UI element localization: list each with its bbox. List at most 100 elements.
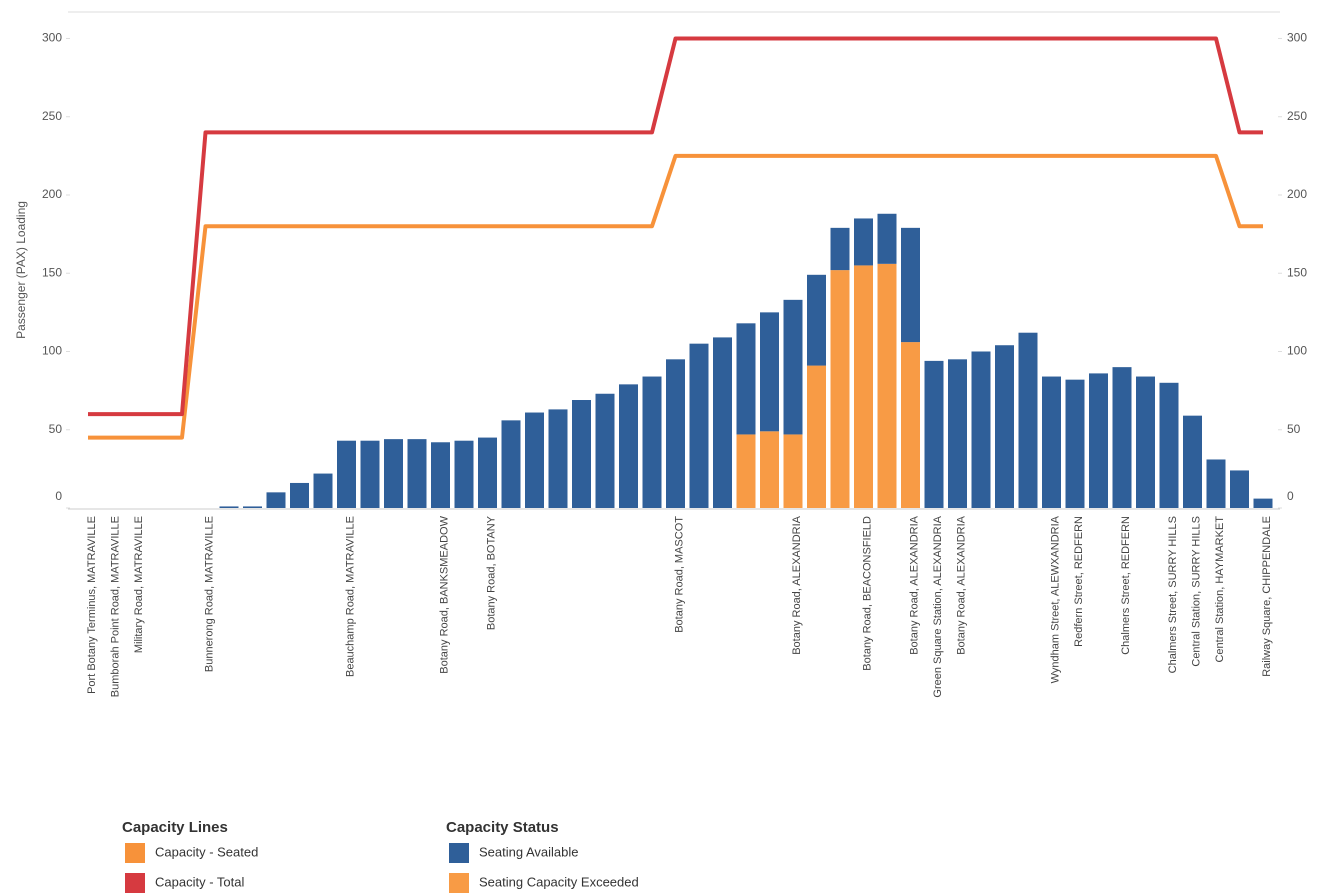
bar [924, 360, 944, 508]
legend-label: Capacity - Total [155, 874, 244, 889]
bar [360, 440, 380, 508]
x-tick-label: Botany Road, MASCOT [673, 516, 685, 633]
bar [666, 359, 685, 508]
bar [736, 434, 756, 508]
bar [783, 299, 803, 435]
x-tick-label: Port Botany Terminus, MATRAVILLE [86, 516, 98, 694]
bar [313, 473, 333, 508]
bar [783, 434, 803, 508]
x-tick-label: Military Road, MATRAVILLE [133, 516, 145, 653]
bar [1089, 373, 1108, 508]
x-tick-label: Botany Road, BEACONSFIELD [861, 516, 873, 671]
bar [854, 218, 873, 266]
bar [525, 412, 544, 508]
x-tick-label: Beauchamp Road, MATRAVILLE [344, 516, 356, 677]
y-tick-label: 300 [42, 31, 62, 45]
bar [1230, 470, 1249, 508]
y2-tick-label: 200 [1287, 187, 1307, 201]
bar [501, 420, 521, 508]
bar [337, 440, 356, 508]
legend-swatch [125, 843, 145, 863]
bar [854, 265, 873, 508]
x-tick-label: Chalmers Street, SURRY HILLS [1167, 516, 1179, 673]
bar [619, 384, 638, 508]
legend-label: Seating Capacity Exceeded [479, 874, 639, 889]
bar [1253, 498, 1273, 508]
bar [760, 312, 779, 432]
bar [830, 227, 850, 271]
x-tick-label: Botany Road, ALEXANDRIA [908, 515, 920, 654]
x-tick-label: Wyndham Street, ALEWXANDRIA [1049, 515, 1061, 683]
bar [1042, 376, 1061, 508]
x-tick-label: Botany Road, BOTANY [485, 515, 497, 630]
y2-tick-label: 0 [1287, 489, 1294, 503]
bar [243, 506, 262, 508]
capacity-line [88, 36, 1263, 417]
bar [877, 213, 897, 264]
bar [830, 270, 850, 508]
bar [431, 442, 450, 508]
bar [1018, 332, 1038, 508]
legend-swatch [125, 873, 145, 893]
bar [407, 439, 427, 508]
x-tick-label: Botany Road, ALEXANDRIA [791, 515, 803, 654]
bar [689, 343, 709, 508]
x-tick-label: Central Station, HAYMARKET [1214, 516, 1226, 663]
bar [807, 365, 826, 508]
bar [901, 342, 920, 508]
bar [971, 351, 991, 508]
bar [807, 274, 826, 366]
bar [266, 492, 286, 508]
y2-tick-label: 50 [1287, 422, 1301, 436]
bar [1159, 382, 1179, 508]
y-tick-label: 150 [42, 265, 62, 279]
bar [1136, 376, 1155, 508]
x-tick-label: Chalmers Street, REDFERN [1120, 516, 1132, 655]
legend-label: Capacity - Seated [155, 844, 258, 859]
x-tick-label: Central Station, SURRY HILLS [1190, 516, 1202, 667]
x-tick-label: Bumborah Point Road, MATRAVILLE [109, 516, 121, 697]
bar [1065, 379, 1085, 508]
bar [995, 345, 1014, 508]
legend-label: Seating Available [479, 844, 579, 859]
bar [219, 506, 239, 508]
bar [384, 439, 403, 508]
y-tick-label: 200 [42, 187, 62, 201]
bar [548, 409, 568, 508]
y-axis-title: Passenger (PAX) Loading [14, 201, 28, 339]
x-tick-label: Botany Road, BANKSMEADOW [438, 515, 450, 673]
bar [595, 393, 615, 508]
bar [1183, 415, 1202, 508]
bar [877, 263, 897, 508]
x-tick-label: Botany Road, ALEXANDRIA [955, 515, 967, 654]
y-tick-label: 50 [49, 422, 63, 436]
bar [713, 337, 732, 508]
x-tick-label: Bunnerong Road, MATRAVILLE [203, 516, 215, 672]
bar [948, 359, 967, 508]
y2-tick-label: 150 [1287, 265, 1307, 279]
x-tick-label: Railway Square, CHIPPENDALE [1261, 516, 1273, 677]
bar [454, 440, 474, 508]
y2-tick-label: 300 [1287, 31, 1307, 45]
bar [1112, 367, 1132, 508]
legend-title: Capacity Status [446, 819, 559, 836]
legend-title: Capacity Lines [122, 819, 228, 836]
bar [1206, 459, 1226, 508]
y2-tick-label: 250 [1287, 109, 1307, 123]
legend-swatch [449, 873, 469, 893]
y-tick-label: 0 [55, 489, 62, 503]
bar [478, 437, 497, 508]
y-tick-label: 250 [42, 109, 62, 123]
y-tick-label: 100 [42, 344, 62, 358]
bar [901, 227, 920, 343]
bar [572, 400, 591, 508]
x-tick-label: Redfern Street, REDFERN [1073, 516, 1085, 647]
bar [760, 431, 779, 508]
y2-tick-label: 100 [1287, 344, 1307, 358]
bar [642, 376, 662, 508]
capacity-line [88, 153, 1263, 440]
bar [290, 482, 309, 508]
bar [736, 323, 756, 435]
